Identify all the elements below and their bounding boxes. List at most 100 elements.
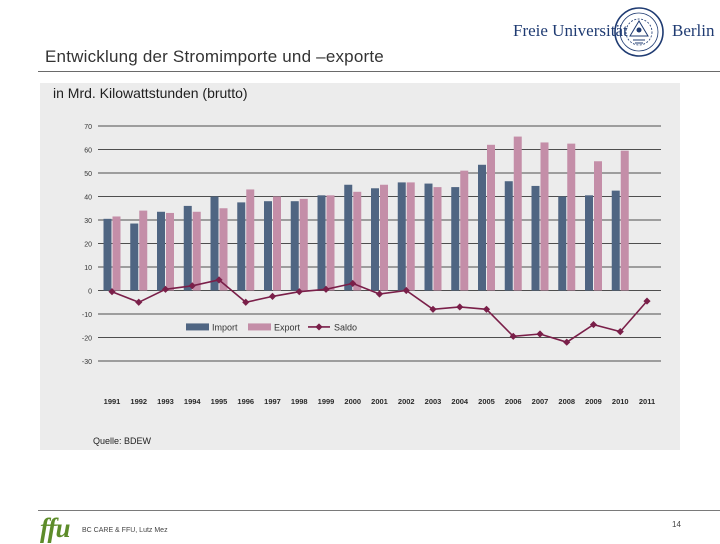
y-tick-label: 50 (84, 171, 92, 178)
import-bar (103, 218, 112, 291)
x-tick-label: 1993 (157, 397, 174, 406)
import-bar (157, 211, 165, 291)
saldo-point (161, 285, 170, 293)
import-bar (611, 190, 620, 291)
x-tick-label: 2011 (639, 397, 655, 406)
import-bar (558, 196, 567, 291)
saldo-point (242, 298, 250, 306)
y-tick-label: 60 (84, 148, 92, 155)
import-bar (504, 181, 513, 291)
x-tick-label: 2008 (558, 397, 575, 406)
chart-subtitle: in Mrd. Kilowattstunden (brutto) (53, 85, 248, 101)
footer-credit: BC CARE & FFU, Lutz Mez (82, 527, 168, 534)
import-bar (237, 202, 246, 291)
y-tick-label: 0 (88, 289, 92, 296)
y-tick-label: 70 (84, 124, 92, 131)
saldo-point (456, 303, 464, 311)
import-bar (130, 223, 139, 291)
export-bar (273, 196, 281, 291)
export-bar (246, 189, 255, 291)
export-bar (620, 150, 629, 291)
x-tick-label: 1994 (184, 397, 202, 406)
saldo-point (215, 276, 223, 284)
export-bar (406, 182, 415, 291)
x-tick-label: 2000 (344, 397, 361, 406)
legend-export-swatch (248, 323, 271, 331)
export-bar (513, 136, 522, 291)
saldo-point (349, 279, 357, 288)
legend-saldo-label: Saldo (334, 322, 357, 332)
university-name-right: Berlin (672, 21, 715, 40)
import-bar (344, 184, 353, 291)
university-logo: Freie Universität Berlin (510, 6, 715, 58)
import-bar (290, 201, 299, 291)
saldo-point (268, 292, 277, 300)
saldo-point (563, 338, 571, 346)
saldo-point (589, 320, 598, 329)
saldo-point (536, 330, 544, 338)
saldo-point (509, 332, 517, 340)
x-tick-label: 1991 (104, 397, 121, 406)
legend-import-swatch (186, 323, 209, 331)
import-bar (397, 182, 406, 291)
import-bar (317, 195, 326, 291)
ffu-logo: ffu (40, 513, 70, 543)
import-bar (264, 201, 272, 291)
x-tick-label: 2006 (505, 397, 522, 406)
saldo-point (295, 288, 303, 296)
x-tick-label: 2002 (398, 397, 415, 406)
import-bar (424, 183, 433, 291)
y-tick-label: -30 (82, 359, 92, 366)
import-bar (371, 188, 379, 291)
y-tick-label: 20 (84, 242, 92, 249)
legend-saldo-marker (315, 323, 323, 331)
x-tick-label: 1992 (130, 397, 147, 406)
x-tick-label: 2003 (425, 397, 442, 406)
export-bar (540, 142, 549, 291)
x-tick-label: 2009 (585, 397, 602, 406)
export-bar (567, 143, 576, 291)
export-bar (460, 170, 469, 291)
y-tick-label: 40 (84, 195, 92, 202)
saldo-point (188, 282, 196, 290)
saldo-point (429, 305, 437, 313)
y-tick-label: 10 (84, 265, 92, 272)
x-tick-label: 2001 (371, 397, 388, 406)
legend-import-label: Import (212, 322, 238, 332)
x-tick-label: 1997 (264, 397, 281, 406)
export-bar (353, 191, 362, 291)
x-tick-label: 1995 (211, 397, 228, 406)
saldo-point (482, 305, 491, 313)
saldo-point (135, 298, 143, 306)
y-tick-label: 30 (84, 218, 92, 225)
export-bar (299, 198, 308, 291)
export-bar (380, 184, 388, 291)
x-tick-label: 2007 (532, 397, 549, 406)
saldo-point (375, 290, 384, 298)
slide-title: Entwicklung der Stromimporte und –export… (45, 47, 384, 66)
university-seal-icon (614, 7, 664, 57)
saldo-point (643, 297, 651, 305)
university-name-left: Freie Universität (513, 21, 628, 40)
title-divider (38, 71, 720, 72)
export-bar (487, 144, 495, 291)
export-bar (433, 187, 442, 291)
saldo-point (402, 286, 410, 295)
export-bar (219, 208, 228, 291)
export-bar (594, 161, 602, 291)
saldo-point (322, 285, 330, 293)
x-tick-label: 2004 (451, 397, 469, 406)
chart-svg: in Mrd. Kilowattstunden (brutto) 70 60 50 40… (53, 85, 661, 446)
import-bar (531, 185, 540, 291)
import-bar (451, 187, 460, 291)
export-bar (139, 210, 148, 291)
legend-export-label: Export (274, 322, 301, 332)
import-bar (478, 164, 486, 291)
chart-panel: in Mrd. Kilowattstunden (brutto) 70 60 50 40… (40, 83, 680, 450)
export-bar (166, 212, 174, 291)
y-tick-label: -10 (82, 312, 92, 319)
x-tick-label: 1996 (237, 397, 254, 406)
chart-source: Quelle: BDEW (93, 436, 152, 446)
page-number: 14 (672, 520, 681, 529)
x-tick-label: 2010 (612, 397, 629, 406)
